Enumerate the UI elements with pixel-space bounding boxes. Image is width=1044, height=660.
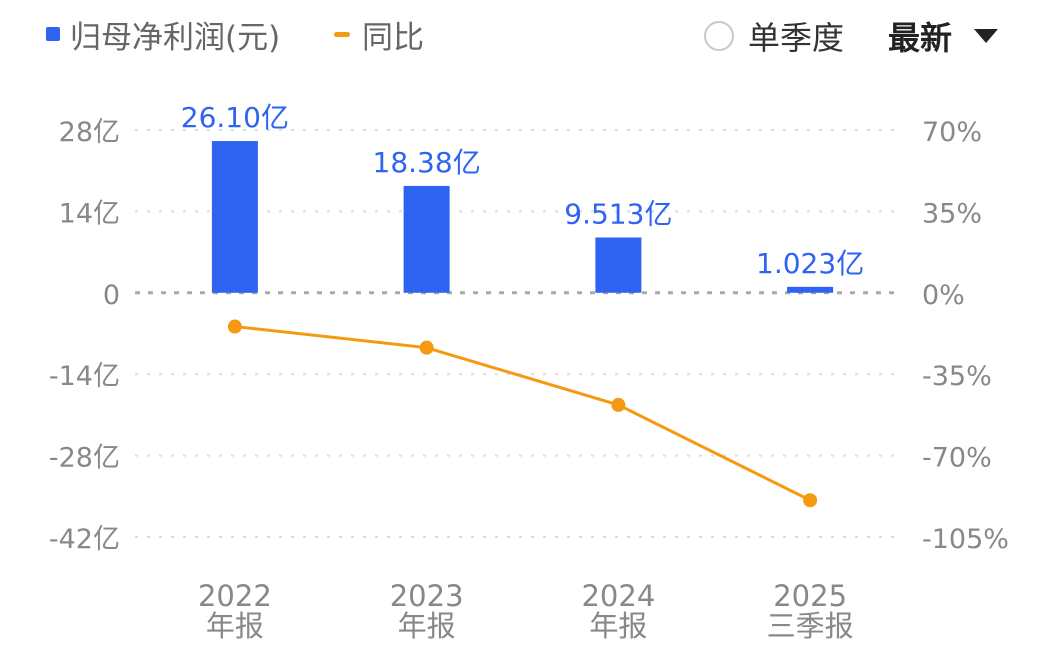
legend-label-net-profit: 归母净利润(元) <box>70 19 281 56</box>
yoy-point[interactable] <box>227 319 242 334</box>
yoy-point[interactable] <box>803 493 818 508</box>
right-tick-label: 70% <box>922 117 982 148</box>
left-tick-label: -42亿 <box>49 524 120 555</box>
bar[interactable] <box>403 185 450 293</box>
chart-toolbar: 归母净利润(元) 同比 单季度 最新 <box>0 0 1044 70</box>
bar-swatch-icon <box>46 27 60 41</box>
right-tick-label: -35% <box>922 361 992 392</box>
left-tick-label: 0 <box>103 280 120 311</box>
yoy-line <box>234 325 811 502</box>
right-tick-label: 35% <box>922 198 982 229</box>
right-tick-label: 0% <box>922 280 965 311</box>
category-label: 2024 年报 <box>581 579 655 643</box>
left-tick-label: -28亿 <box>49 443 120 474</box>
legend-item-net-profit[interactable]: 归母净利润(元) <box>46 14 281 56</box>
period-select[interactable]: 最新 <box>888 16 999 57</box>
right-tick-label: -105% <box>922 524 1009 555</box>
bar-data-label: 9.513亿 <box>564 197 672 230</box>
yoy-point[interactable] <box>611 397 626 412</box>
category-label: 2022 年报 <box>198 579 272 643</box>
right-tick-label: -70% <box>922 443 992 474</box>
line-swatch-icon <box>334 31 350 37</box>
caret-down-icon <box>974 29 999 43</box>
bar-data-label: 26.10亿 <box>181 101 289 134</box>
left-tick-label: -14亿 <box>49 361 120 392</box>
category-label: 2025 三季报 <box>767 579 854 643</box>
quarter-toggle-label: 单季度 <box>748 19 845 57</box>
radio-circle-icon <box>704 21 734 51</box>
quarter-toggle[interactable]: 单季度 <box>704 16 845 57</box>
bar[interactable] <box>211 141 258 293</box>
bar[interactable] <box>595 237 642 293</box>
left-tick-label: 28亿 <box>59 117 120 148</box>
bar-data-label: 18.38亿 <box>373 146 481 179</box>
yoy-point[interactable] <box>419 340 434 355</box>
period-select-value: 最新 <box>888 19 953 57</box>
bar-data-label: 1.023亿 <box>756 247 864 280</box>
legend-item-yoy[interactable]: 同比 <box>334 14 424 56</box>
legend-label-yoy: 同比 <box>362 19 424 56</box>
bar[interactable] <box>787 286 834 293</box>
category-label: 2023 年报 <box>390 579 464 643</box>
left-tick-label: 14亿 <box>59 198 120 229</box>
